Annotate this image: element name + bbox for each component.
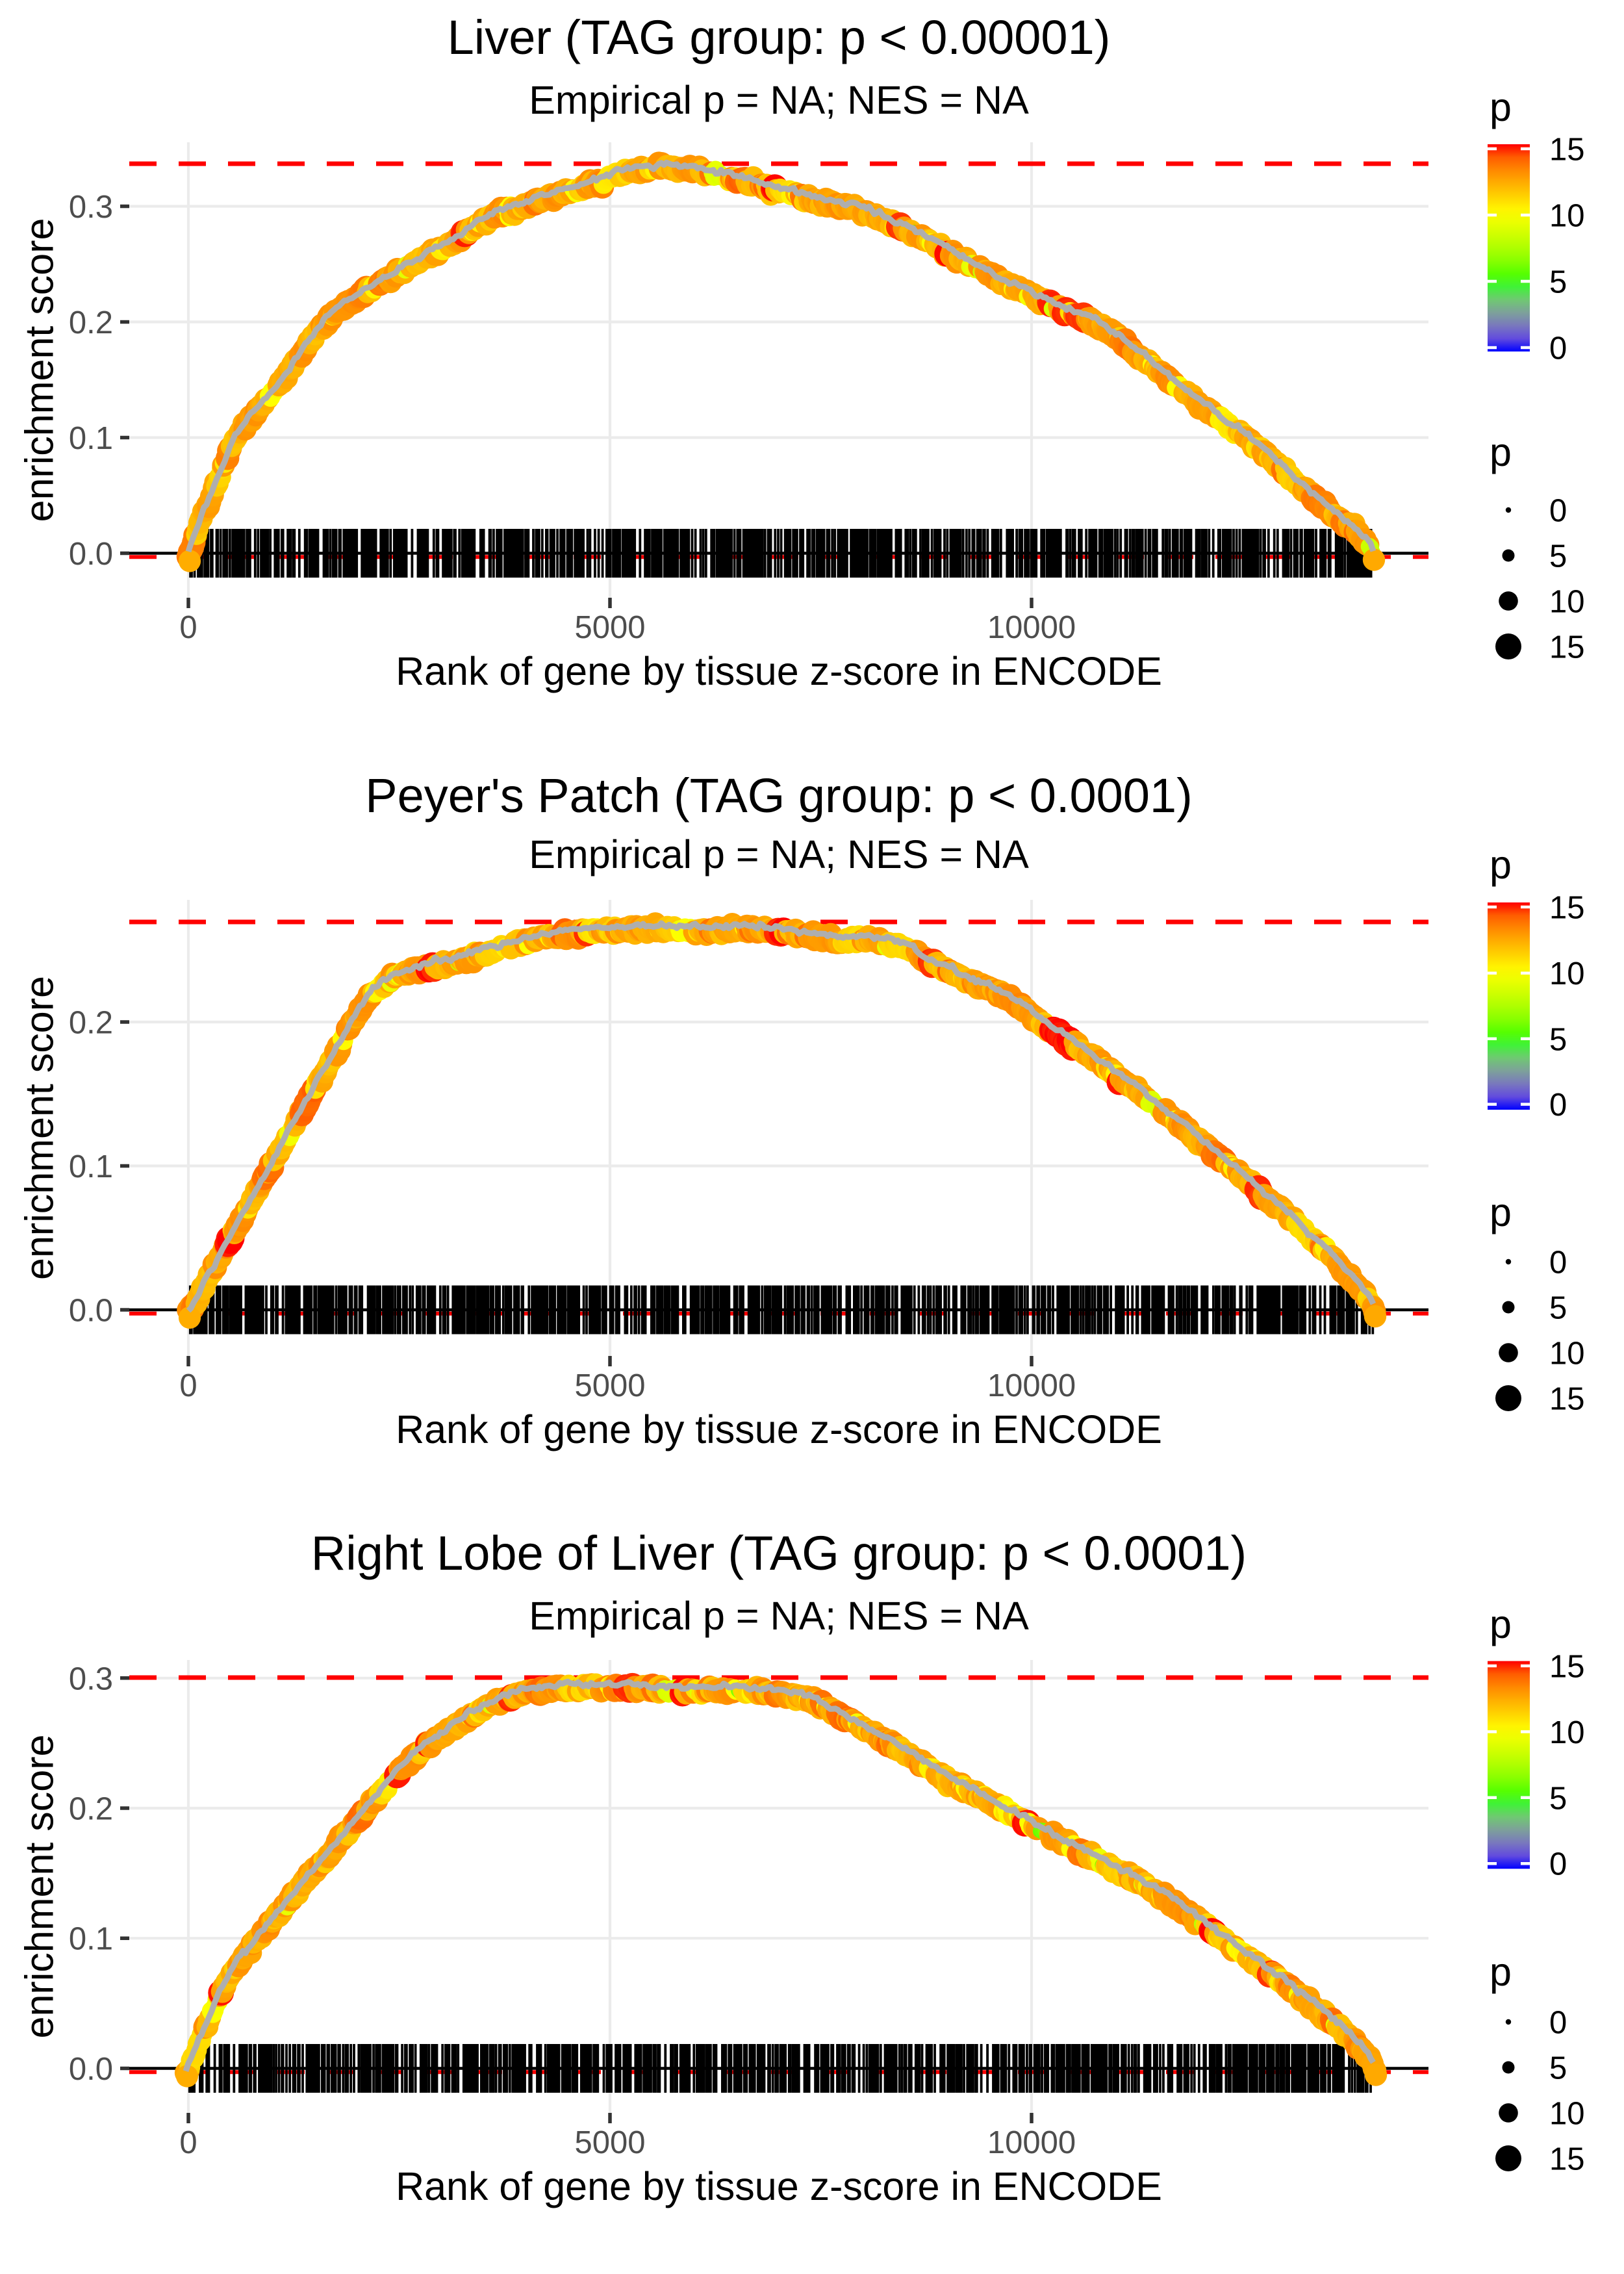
svg-text:5: 5	[1549, 1022, 1567, 1057]
svg-text:p: p	[1490, 1190, 1512, 1234]
svg-text:10: 10	[1549, 2097, 1585, 2132]
svg-text:5: 5	[1549, 1291, 1567, 1326]
svg-text:Rank of gene by tissue z-score: Rank of gene by tissue z-score in ENCODE	[396, 649, 1162, 693]
svg-text:15: 15	[1549, 1650, 1585, 1685]
svg-text:Rank of gene by tissue z-score: Rank of gene by tissue z-score in ENCODE	[396, 1407, 1162, 1451]
svg-text:10000: 10000	[987, 610, 1076, 645]
svg-text:15: 15	[1549, 630, 1585, 665]
svg-text:Empirical p = NA; NES = NA: Empirical p = NA; NES = NA	[529, 1594, 1029, 1638]
svg-text:p: p	[1490, 1602, 1512, 1646]
svg-text:0: 0	[1549, 331, 1567, 366]
svg-text:p: p	[1490, 430, 1512, 474]
svg-text:0.1: 0.1	[69, 1922, 113, 1957]
svg-text:Empirical p = NA; NES = NA: Empirical p = NA; NES = NA	[529, 78, 1029, 122]
svg-text:5: 5	[1549, 539, 1567, 574]
svg-text:0.3: 0.3	[69, 190, 113, 225]
svg-text:0: 0	[1549, 1847, 1567, 1882]
svg-text:0.0: 0.0	[69, 2052, 113, 2087]
svg-text:5000: 5000	[574, 1368, 645, 1403]
svg-text:15: 15	[1549, 891, 1585, 926]
svg-text:15: 15	[1549, 133, 1585, 168]
svg-text:10000: 10000	[987, 1368, 1076, 1403]
svg-text:0: 0	[179, 1368, 197, 1403]
svg-text:15: 15	[1549, 2142, 1585, 2177]
svg-text:0: 0	[1549, 494, 1567, 529]
svg-text:p: p	[1490, 1950, 1512, 1994]
svg-text:5: 5	[1549, 265, 1567, 300]
svg-text:0: 0	[1549, 1088, 1567, 1123]
svg-text:p: p	[1490, 843, 1512, 887]
svg-text:0: 0	[1549, 2006, 1567, 2041]
svg-text:0.0: 0.0	[69, 537, 113, 572]
svg-text:Liver (TAG group: p < 0.00001): Liver (TAG group: p < 0.00001)	[448, 10, 1111, 64]
svg-text:10: 10	[1549, 956, 1585, 991]
svg-text:10: 10	[1549, 199, 1585, 234]
svg-text:0.1: 0.1	[69, 1149, 113, 1184]
svg-text:10: 10	[1549, 585, 1585, 620]
svg-text:5000: 5000	[574, 610, 645, 645]
svg-text:Right Lobe of Liver (TAG group: Right Lobe of Liver (TAG group: p < 0.00…	[311, 1526, 1247, 1580]
svg-text:10: 10	[1549, 1715, 1585, 1750]
svg-text:0: 0	[1549, 1246, 1567, 1281]
svg-text:0: 0	[179, 610, 197, 645]
svg-text:0.1: 0.1	[69, 421, 113, 456]
svg-text:10000: 10000	[987, 2125, 1076, 2160]
svg-text:5: 5	[1549, 1781, 1567, 1816]
svg-text:p: p	[1490, 85, 1512, 129]
svg-text:Rank of gene by tissue z-score: Rank of gene by tissue z-score in ENCODE	[396, 2164, 1162, 2208]
svg-text:15: 15	[1549, 1382, 1585, 1417]
svg-text:0: 0	[179, 2125, 197, 2160]
svg-text:0.2: 0.2	[69, 1792, 113, 1827]
svg-text:0.2: 0.2	[69, 1006, 113, 1041]
svg-text:0.3: 0.3	[69, 1661, 113, 1696]
svg-text:5: 5	[1549, 2051, 1567, 2086]
svg-text:0.2: 0.2	[69, 305, 113, 340]
svg-text:enrichment score: enrichment score	[18, 976, 62, 1280]
svg-text:enrichment score: enrichment score	[18, 218, 62, 522]
svg-text:10: 10	[1549, 1336, 1585, 1372]
svg-text:Peyer's Patch (TAG group: p <: Peyer's Patch (TAG group: p < 0.0001)	[365, 769, 1192, 823]
svg-text:5000: 5000	[574, 2125, 645, 2160]
svg-text:0.0: 0.0	[69, 1294, 113, 1329]
svg-text:Empirical p = NA; NES = NA: Empirical p = NA; NES = NA	[529, 832, 1029, 876]
svg-text:enrichment score: enrichment score	[18, 1735, 62, 2039]
